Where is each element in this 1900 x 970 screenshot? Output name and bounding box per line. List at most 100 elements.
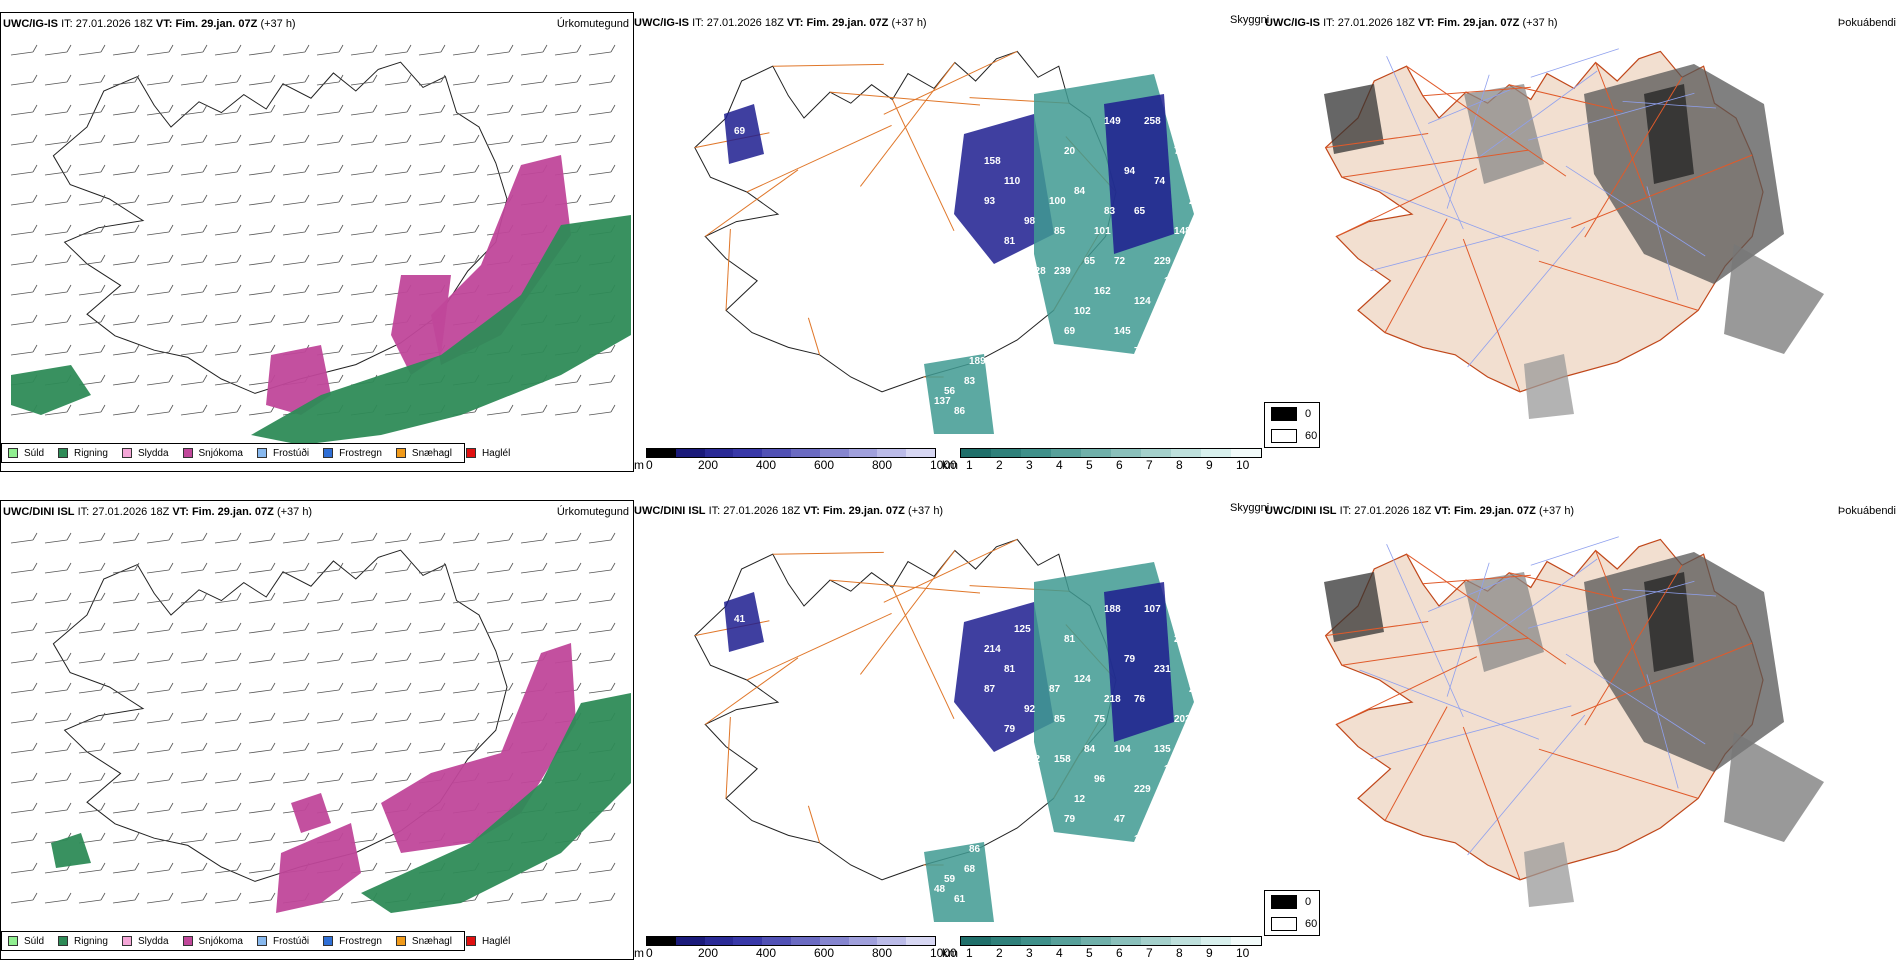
wind-barb-flag — [610, 862, 616, 871]
wind-barb — [418, 569, 442, 574]
wind-barb-flag — [168, 44, 174, 53]
wind-barb — [44, 51, 68, 56]
wind-barb — [146, 231, 170, 236]
wind-barb-flag — [236, 562, 242, 571]
wind-barb — [282, 749, 306, 754]
cloud-base-tick: 400 — [756, 946, 777, 960]
wind-barb-flag — [100, 314, 106, 323]
panel-header: UWC/DINI ISL IT: 27.01.2026 18Z VT: Fim.… — [1265, 505, 1574, 517]
cloud-base-label: 93 — [984, 196, 996, 207]
panel-title-cloud: Skyggni — [1230, 14, 1270, 26]
wind-barb-flag — [372, 164, 378, 173]
road-line — [1406, 65, 1567, 177]
road-line — [1538, 260, 1699, 311]
legend-swatch — [58, 936, 69, 946]
wind-barb — [418, 201, 442, 206]
wind-barb-flag — [372, 314, 378, 323]
wind-barb-flag — [66, 314, 72, 323]
wind-barb-flag — [32, 802, 38, 811]
wind-barb-flag — [134, 712, 140, 721]
wind-barb — [44, 111, 68, 116]
road-line — [704, 169, 799, 237]
wind-barb-flag — [372, 194, 378, 203]
wind-barb — [248, 809, 272, 814]
cloud-base-label: 92 — [1024, 704, 1036, 715]
wind-barb — [350, 749, 374, 754]
cloud-base-label: 107 — [1144, 604, 1161, 615]
wind-barb — [248, 291, 272, 296]
wind-barb-flag — [134, 74, 140, 83]
wind-barb — [486, 141, 510, 146]
wind-barb-flag — [168, 344, 174, 353]
wind-barb-flag — [508, 562, 514, 571]
legend-label: Frostúði — [272, 935, 310, 947]
road-line — [883, 50, 1018, 115]
wind-barb — [520, 411, 544, 416]
wind-barb — [112, 171, 136, 176]
wind-barb-flag — [610, 622, 616, 631]
wind-barb — [10, 81, 34, 86]
wind-barb — [146, 659, 170, 664]
cloud-base-label: 233 — [1189, 684, 1206, 695]
wind-barb — [180, 201, 204, 206]
wind-barb-flag — [100, 532, 106, 541]
wind-barb-flag — [372, 254, 378, 263]
wind-barb-flag — [236, 532, 242, 541]
wind-barb-flag — [474, 104, 480, 113]
wind-barb — [350, 539, 374, 544]
wind-barb — [10, 599, 34, 604]
road-line — [1406, 553, 1567, 665]
wind-barb-flag — [542, 622, 548, 631]
cloud-base-label: 145 — [1114, 326, 1131, 337]
wind-barb — [180, 749, 204, 754]
wind-barb — [418, 171, 442, 176]
wind-barb-flag — [508, 652, 514, 661]
road-line — [807, 805, 821, 843]
wind-barb — [44, 411, 68, 416]
wind-barb — [282, 599, 306, 604]
wind-barb — [282, 321, 306, 326]
wind-barb — [112, 321, 136, 326]
wind-barb — [78, 779, 102, 784]
wind-barb-flag — [168, 832, 174, 841]
wind-barb-flag — [134, 682, 140, 691]
legend-label: Súld — [24, 935, 45, 947]
wind-barb-flag — [440, 194, 446, 203]
wind-barb — [112, 689, 136, 694]
wind-barb — [214, 659, 238, 664]
wind-barb-flag — [372, 652, 378, 661]
wind-barb-flag — [236, 104, 242, 113]
wind-barb — [146, 749, 170, 754]
visibility-tick: 5 — [1086, 458, 1093, 472]
wind-barb — [452, 51, 476, 56]
wind-barb-flag — [202, 652, 208, 661]
wind-barb — [486, 201, 510, 206]
wind-barb-flag — [100, 772, 106, 781]
legend-swatch — [323, 448, 334, 458]
wind-barb — [452, 719, 476, 724]
wind-barb — [282, 569, 306, 574]
wind-barb — [248, 141, 272, 146]
cloud-base-label: 287 — [1189, 196, 1206, 207]
wind-barb — [316, 171, 340, 176]
fog-legend: 0 60 — [1264, 402, 1320, 448]
wind-barb — [282, 291, 306, 296]
wind-barb — [78, 869, 102, 874]
init-time: 27.01.2026 18Z — [1337, 17, 1415, 29]
wind-barb-flag — [576, 622, 582, 631]
wind-barb-flag — [202, 164, 208, 173]
fog-panel: UWC/DINI ISL IT: 27.01.2026 18Z VT: Fim.… — [1264, 500, 1900, 960]
wind-barb-flag — [270, 254, 276, 263]
fog-area — [1724, 244, 1824, 354]
wind-barb-flag — [202, 832, 208, 841]
wind-barb — [282, 539, 306, 544]
wind-barb — [214, 51, 238, 56]
wind-barb-flag — [100, 104, 106, 113]
wind-barb — [78, 81, 102, 86]
river-line — [1428, 577, 1511, 612]
cloud-base-tick: 400 — [756, 458, 777, 472]
wind-barb — [214, 201, 238, 206]
wind-barb — [180, 381, 204, 386]
cloud-base-label: 229 — [1134, 784, 1151, 795]
wind-barb-flag — [168, 712, 174, 721]
